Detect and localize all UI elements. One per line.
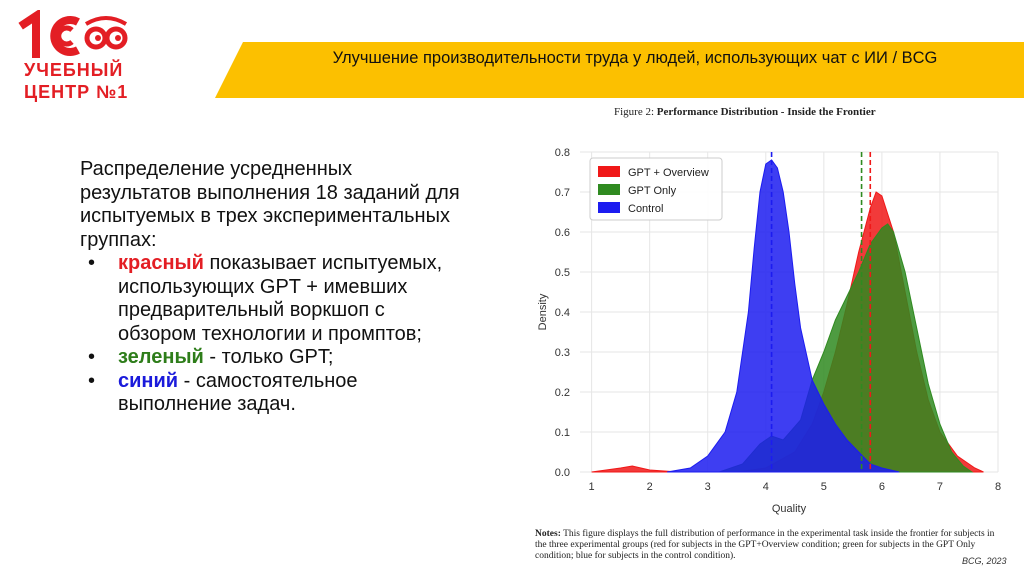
- density-chart-svg: 0.0 0.1 0.2 0.3 0.4 0.5 0.6 0.7 0.8 1 2 3 4 5 6 7 8 Quali…: [537, 147, 1001, 515]
- logo-line-2: ЦЕНТР №1: [24, 82, 129, 102]
- figure-caption: Figure 2: Performance Distribution - Ins…: [614, 106, 876, 118]
- y-tick-label: 0.2: [555, 387, 570, 399]
- x-tick-label: 7: [937, 481, 943, 493]
- body-text: Распределение усредненных результатов вы…: [80, 158, 460, 417]
- page-title: Улучшение производительности труда у люд…: [332, 49, 938, 67]
- legend-swatch-2: [598, 202, 620, 213]
- x-tick-label: 3: [705, 481, 711, 493]
- bullet-blue-key: синий: [118, 369, 179, 392]
- title-band: [215, 42, 1024, 98]
- y-axis-label: Density: [537, 293, 549, 330]
- y-tick-label: 0.8: [555, 147, 570, 159]
- y-tick-label: 0.6: [555, 227, 570, 239]
- legend-label-0: GPT + Overview: [628, 167, 709, 179]
- y-tick-label: 0.1: [555, 427, 570, 439]
- y-tick-label: 0.3: [555, 347, 570, 359]
- x-axis-label: Quality: [772, 503, 807, 515]
- bullet-green-key: зеленый: [118, 346, 204, 368]
- legend-swatch-1: [598, 184, 620, 195]
- logo-mark-icon: [18, 10, 128, 58]
- bullet-red: красный показывает испытуемых, использую…: [80, 252, 460, 346]
- legend-swatch-0: [598, 166, 620, 177]
- legend-box: [589, 157, 723, 221]
- logo: УЧЕБНЫЙ ЦЕНТР №1: [14, 10, 130, 106]
- density-area-2: [667, 159, 900, 473]
- x-tick-label: 4: [763, 481, 769, 493]
- legend-label-1: GPT Only: [628, 185, 677, 197]
- legend-label-2: Control: [628, 203, 663, 215]
- figure-notes: Notes: This figure displays the full dis…: [535, 529, 1005, 562]
- x-tick-label: 1: [589, 481, 595, 493]
- x-tick-label: 8: [995, 481, 1001, 493]
- notes-text: This figure displays the full distributi…: [535, 529, 995, 561]
- bullet-red-text: показывает испытуемых, использующих GPT …: [118, 252, 443, 345]
- x-tick-label: 6: [879, 481, 885, 493]
- y-tick-label: 0.5: [555, 267, 570, 279]
- x-tick-label: 2: [647, 481, 653, 493]
- bullet-blue-text: - самостоятельное выполнение задач.: [118, 369, 358, 416]
- bullet-blue: синий - самостоятельное выполнение задач…: [80, 370, 460, 417]
- density-chart: 0.0 0.1 0.2 0.3 0.4 0.5 0.6 0.7 0.8 1 2 3 4 5 6 7 8 Quali…: [528, 140, 1024, 520]
- bullet-red-key: красный: [118, 252, 204, 274]
- x-tick-label: 5: [821, 481, 827, 493]
- figure-title: Performance Distribution - Inside the Fr…: [656, 106, 876, 118]
- logo-line-1: УЧЕБНЫЙ: [24, 60, 124, 80]
- source-credit: BCG, 2023: [962, 556, 1007, 566]
- bullet-list: красный показывает испытуемых, использую…: [80, 252, 460, 417]
- notes-label: Notes:: [535, 529, 561, 539]
- y-tick-label: 0.0: [555, 467, 570, 479]
- bullet-green-text: - только GPT;: [203, 346, 334, 368]
- figure-label: Figure 2:: [614, 106, 655, 118]
- intro-text: Распределение усредненных результатов вы…: [80, 158, 460, 251]
- y-tick-label: 0.4: [555, 307, 570, 319]
- y-tick-label: 0.7: [555, 187, 570, 199]
- bullet-green: зеленый - только GPT;: [80, 346, 460, 370]
